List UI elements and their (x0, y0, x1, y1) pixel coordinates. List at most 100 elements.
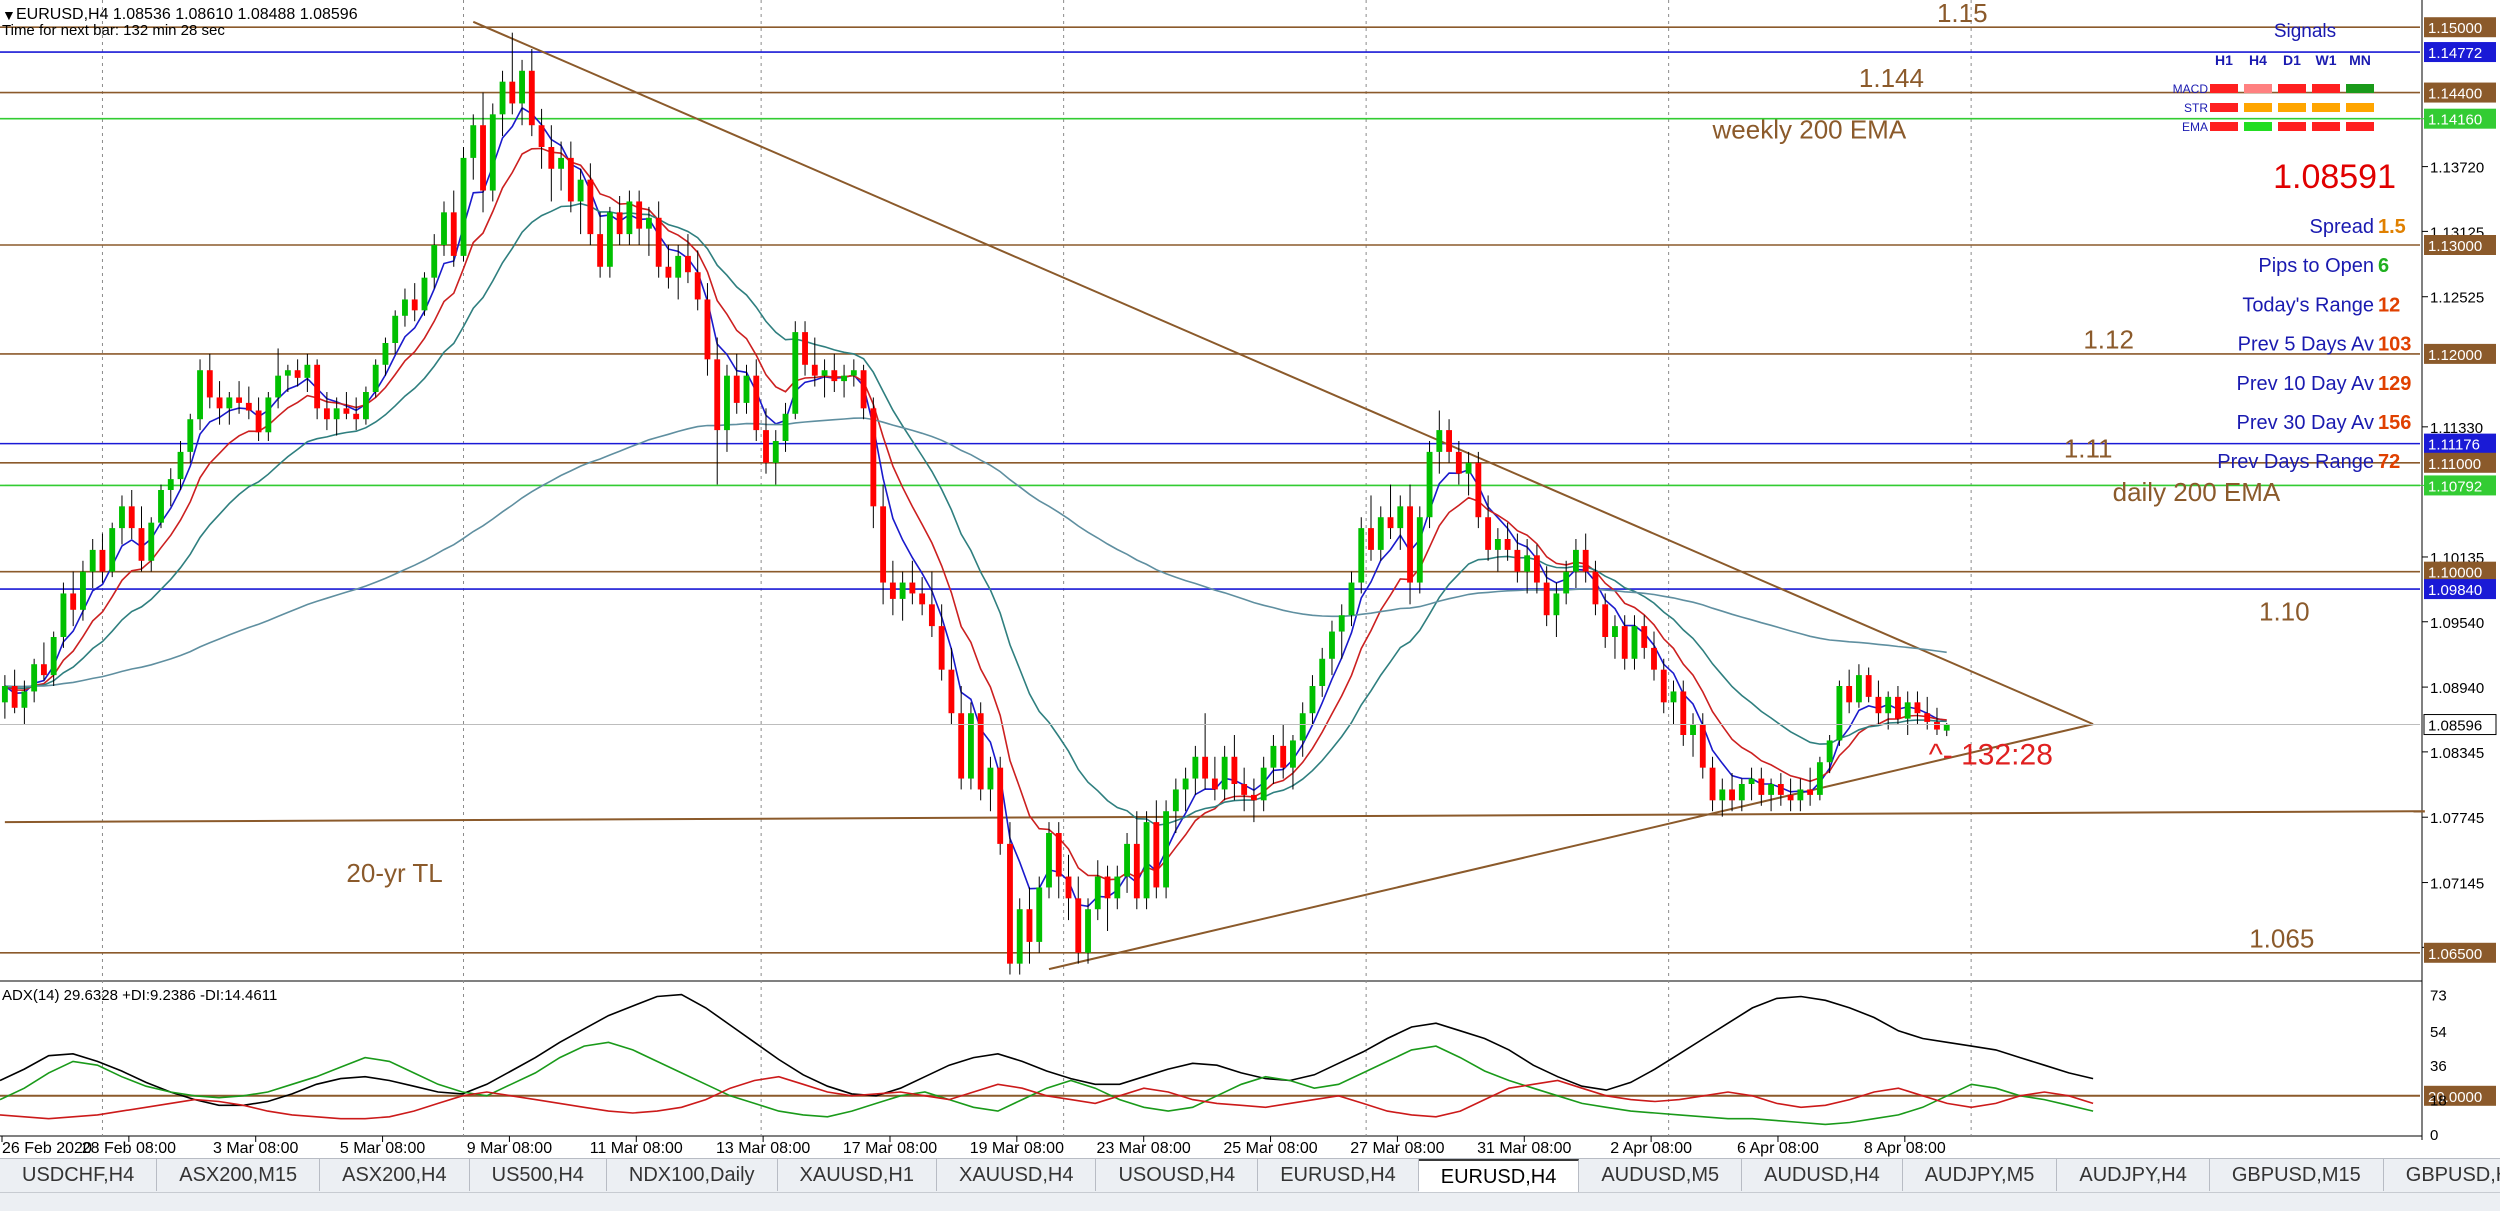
candle (958, 686, 965, 790)
chart-tab[interactable]: AUDUSD,H4 (1742, 1159, 1903, 1191)
candle (1046, 822, 1052, 899)
candle (1475, 451, 1482, 529)
candle (480, 92, 486, 213)
chart-tab[interactable]: XAUUSD,H4 (937, 1159, 1097, 1191)
candle-body (1504, 539, 1511, 550)
candle-body (255, 410, 262, 433)
candle (1221, 745, 1228, 801)
chart-annotation: 20-yr TL (346, 858, 442, 888)
chart-tab[interactable]: EURUSD,H4 (1418, 1159, 1580, 1192)
candle-body (1553, 593, 1560, 616)
candle-body (1738, 784, 1745, 801)
trendlines (4, 20, 2425, 971)
chart-tab[interactable]: EURUSD,H4 (1258, 1159, 1419, 1191)
chart-annotation: weekly 200 EMA (1712, 114, 1907, 144)
candle (1602, 593, 1609, 648)
chart-tab[interactable]: NDX100,Daily (607, 1159, 778, 1191)
candle (206, 353, 213, 409)
candle-body (1182, 778, 1189, 790)
chart-tab[interactable]: GBPUSD,H4 (2384, 1159, 2500, 1191)
chart-tab[interactable]: AUDJPY,H4 (2057, 1159, 2210, 1191)
candle (1114, 865, 1121, 910)
candle (1738, 778, 1745, 812)
candle-body (1046, 833, 1052, 888)
ema-level-lines (4, 118, 2425, 486)
candle (40, 642, 47, 681)
chart-tab[interactable]: XAUUSD,H1 (778, 1159, 937, 1191)
candle-body (128, 506, 135, 529)
candle (538, 108, 545, 169)
candle (304, 353, 311, 392)
chart-annotation: 1.10 (2259, 597, 2310, 627)
triangle-upper-trendline (472, 20, 2094, 726)
candle-body (480, 125, 486, 191)
candle (450, 190, 457, 267)
candle (1797, 778, 1804, 812)
candle (772, 430, 779, 485)
candle-body (1709, 767, 1716, 801)
candle-body (158, 490, 164, 523)
candle (421, 272, 428, 316)
candle (1407, 484, 1413, 605)
candle-body (353, 413, 360, 420)
level-price-tag (2424, 108, 2496, 129)
candle-body (1651, 647, 1657, 670)
level-price-tags: 1.15000 1.14772 1.14400 1.14160 1.13000 1.120… (2424, 17, 2496, 963)
date-tick-label: 8 Apr 08:00 (1864, 1140, 1946, 1157)
chart-tab[interactable]: US500,H4 (470, 1159, 607, 1191)
chart-tab[interactable]: GBPUSD,M15 (2210, 1159, 2384, 1191)
candle-body (1621, 626, 1628, 659)
candle-body (724, 375, 730, 431)
candle (802, 321, 808, 376)
chart-area[interactable]: 1.137201.131251.125251.113301.101351.095… (0, 0, 2500, 1158)
candle-body (694, 272, 701, 300)
candle-body (80, 571, 86, 610)
candle-body (958, 713, 965, 779)
signals-stat-value: 72 (2378, 451, 2400, 473)
candle-body (1719, 789, 1726, 801)
candle-body (421, 277, 428, 311)
status-bar (0, 1192, 2500, 1211)
candle-body (1387, 517, 1394, 529)
candle-body (1007, 843, 1013, 964)
chart-tab[interactable]: AUDJPY,M5 (1903, 1159, 2058, 1191)
candle (1895, 686, 1901, 725)
candle-body (1592, 571, 1599, 605)
candle-body (636, 201, 643, 229)
candle (1075, 876, 1082, 964)
candle-body (528, 70, 535, 126)
candle (548, 125, 555, 202)
chart-tab[interactable]: ASX200,H4 (320, 1159, 470, 1191)
candle (1680, 680, 1687, 746)
twenty-year-trendline (4, 810, 2425, 824)
chart-tab[interactable]: ASX200,M15 (157, 1159, 321, 1191)
candle-body (645, 217, 652, 229)
level-price-tag (2424, 17, 2496, 38)
candle (1290, 735, 1296, 790)
candle-body (1338, 615, 1345, 632)
header-triangle-icon[interactable]: ▼ (2, 7, 16, 23)
candle (265, 392, 272, 441)
candle-body (772, 441, 779, 463)
candle (1485, 495, 1492, 561)
candle-body (1816, 762, 1823, 795)
signal-indicator-cell (2312, 84, 2340, 93)
candle (1133, 811, 1140, 910)
candle-body (714, 359, 721, 431)
chart-tab[interactable]: USDCHF,H4 (0, 1159, 158, 1191)
candle (50, 631, 57, 686)
candle-body (1192, 756, 1199, 779)
candle (21, 680, 28, 725)
price-tick-label: 1.07145 (2430, 876, 2484, 893)
candle-body (1104, 876, 1111, 899)
chart-tab[interactable]: USOUSD,H4 (1096, 1159, 1259, 1191)
candle-body (441, 212, 447, 245)
current-price-label: 1.08596 (2428, 718, 2482, 735)
candle-body (1, 686, 8, 703)
candle-body (1329, 631, 1335, 659)
candle-body (1231, 756, 1238, 784)
candle (1533, 544, 1540, 594)
candle-body (1124, 843, 1130, 877)
mid-ema-line (4, 147, 1947, 881)
chart-tab[interactable]: AUDUSD,M5 (1579, 1159, 1743, 1191)
